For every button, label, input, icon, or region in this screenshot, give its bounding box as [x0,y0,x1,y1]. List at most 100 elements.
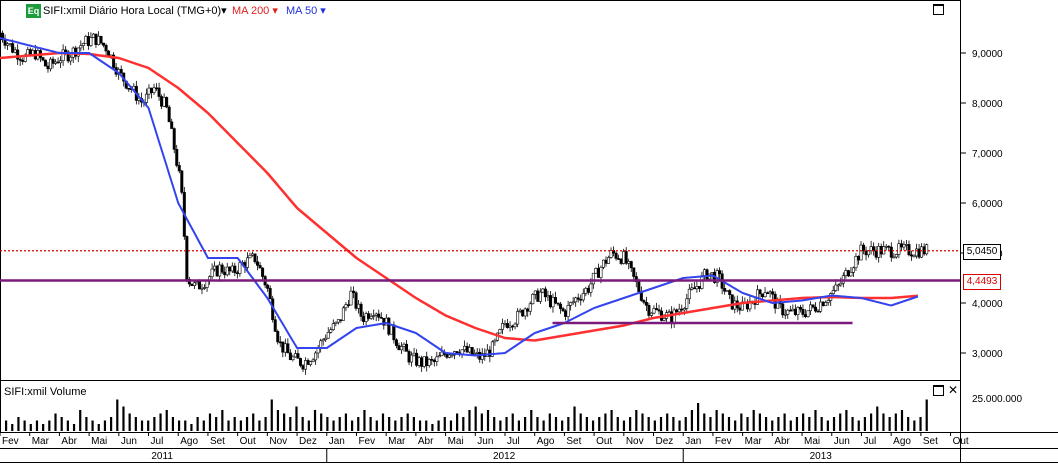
volume-bar [554,417,558,431]
volume-bar [449,420,453,431]
candle-body [672,309,676,324]
month-label: Jul [151,436,164,447]
candle-body [907,244,911,256]
candle-body [803,314,807,317]
candle-body [389,324,393,335]
month-label: Fev [2,436,19,447]
candle-body [261,267,265,277]
candle-body [551,297,555,308]
candle-body [824,302,828,307]
candle-body [771,291,775,295]
candle-body [758,289,762,295]
candle-body [210,268,214,278]
candle-body [364,313,368,322]
volume-bar [678,420,681,431]
month-label: Jan [685,436,701,447]
y-tick-label: 7,0000 [972,149,1003,160]
candle-body [670,311,674,324]
candle-body [556,302,560,305]
candle-body [430,359,434,361]
candle-body [541,288,545,293]
candle-body [195,281,199,284]
month-label: Jul [863,436,876,447]
volume-panel-close-icon[interactable]: ✕ [948,383,959,397]
candle-body [904,244,908,246]
candle-body [627,261,631,264]
candle-body [594,268,598,274]
volume-bar [604,413,607,431]
month-label: Out [240,436,256,447]
candle-body [574,297,578,303]
candle-body [503,323,507,325]
ma200-legend[interactable]: MA 200 ▾ [232,5,278,17]
candle-body [546,295,550,298]
candle-body [392,324,396,341]
volume-bar [239,420,242,431]
volume-bar [591,420,595,431]
candle-body [455,351,459,354]
candle-body [465,345,469,353]
volume-bar [579,413,582,431]
candle-body [811,304,815,308]
equity-badge[interactable]: Eq [26,4,41,18]
ma50-legend[interactable]: MA 50 ▾ [286,5,326,17]
candle-body [344,304,348,309]
month-label: Abr [61,436,77,447]
candle-body [306,360,310,365]
candle-body [498,329,502,334]
price-panel-maximize-icon[interactable] [933,4,944,15]
candle-body [412,352,416,356]
candle-body [374,313,378,316]
candle-body [245,257,249,268]
volume-bar [48,420,51,431]
candle-body [326,332,330,339]
candle-body [127,87,131,90]
candle-body [152,87,156,93]
candle-body [185,236,189,280]
candle-body [422,356,426,367]
volume-bar [832,417,836,431]
volume-bar [616,417,619,431]
candle-body [357,303,361,309]
volume-bar [684,417,687,431]
volume-panel-maximize-icon[interactable] [933,385,944,396]
candle-body [417,357,421,366]
candle-body [435,356,439,362]
candle-body [420,357,424,367]
volume-bar [128,413,131,431]
volume-bar [4,420,8,431]
candle-body [293,353,297,358]
volume-bar [208,413,212,431]
candle-body [314,352,318,361]
volume-bar [542,420,545,431]
chart-title[interactable]: SIFI:xmil Diário Hora Local (TMG+0)▾ [43,5,227,17]
volume-bar [332,420,335,431]
candle-body [647,305,651,316]
year-label: 2013 [810,451,833,462]
candle-body [869,246,873,252]
candle-body [256,261,260,266]
last-price-tag: 5,0450 [963,243,1001,260]
candle-body [286,343,290,354]
candle-body [662,318,666,321]
candle-body [341,307,345,321]
volume-bar [116,399,119,431]
candle-body [859,244,863,261]
candle-body [548,295,552,308]
volume-bar [870,413,873,431]
candle-body [172,128,176,150]
candle-body [490,341,494,357]
volume-bar [313,410,317,431]
volume-bar [641,413,644,431]
candle-body [281,341,285,353]
candle-body [652,308,656,314]
candle-body [162,97,166,107]
candle-body [528,303,532,312]
candle-body [601,259,605,268]
candle-body [56,61,60,64]
candle-body [475,351,479,354]
candle-body [16,49,20,60]
volume-bar [35,420,39,431]
candle-body [298,358,302,366]
volume-bar [499,420,502,431]
